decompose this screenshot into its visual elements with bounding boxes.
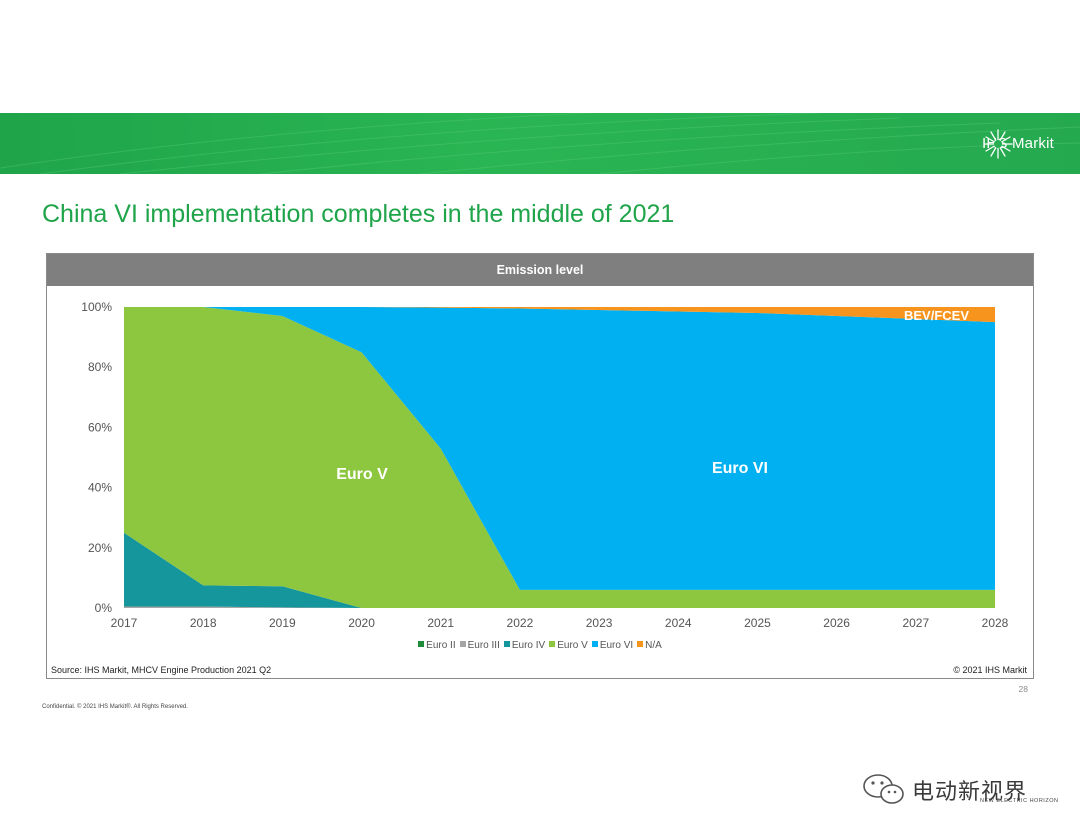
watermark-text: 电动新视界 bbox=[912, 779, 1028, 804]
watermark-subtext: NEW ELECTRIC HORIZON bbox=[980, 798, 1059, 804]
y-tick-label: 80% bbox=[88, 360, 112, 374]
area-euro-iv bbox=[124, 532, 995, 608]
y-tick-label: 20% bbox=[88, 541, 112, 555]
ihs-markit-logo: IHS Markit bbox=[982, 128, 1054, 159]
legend-swatch bbox=[459, 641, 466, 648]
legend-swatch bbox=[418, 641, 425, 648]
legend-item: Euro VI bbox=[591, 640, 634, 651]
annotation-euro-v: Euro V bbox=[336, 466, 388, 483]
x-tick-label: 2020 bbox=[348, 616, 375, 630]
legend-item: Euro IV bbox=[503, 640, 546, 651]
chart-panel: Emission level 0% 20% 40% 60% 80% 100% 2017 201… bbox=[46, 253, 1034, 679]
page-number: 28 bbox=[1018, 684, 1028, 694]
header-banner: IHS Markit bbox=[0, 113, 1080, 174]
page-title: China VI implementation completes in the… bbox=[42, 200, 675, 228]
area-euro-vi bbox=[124, 307, 995, 590]
watermark: 电动新视界 NEW ELECTRIC HORIZON bbox=[860, 760, 1070, 820]
legend-swatch bbox=[591, 641, 598, 648]
chart-copyright: © 2021 IHS Markit bbox=[953, 665, 1027, 675]
emission-area-chart: 0% 20% 40% 60% 80% 100% 2017 2018 2019 2020 2021 20… bbox=[81, 300, 1009, 630]
x-tick-label: 2024 bbox=[665, 616, 692, 630]
legend-label: Euro II bbox=[426, 640, 456, 651]
wechat-icon bbox=[863, 774, 904, 804]
starburst-icon bbox=[983, 129, 1013, 159]
x-tick-label: 2027 bbox=[902, 616, 929, 630]
x-tick-label: 2021 bbox=[427, 616, 454, 630]
annotation-bev-fcev: BEV/FCEV bbox=[904, 308, 969, 323]
legend-label: Euro VI bbox=[599, 640, 634, 651]
area-euro-v bbox=[124, 307, 995, 608]
banner-pattern bbox=[0, 113, 1080, 174]
x-tick-label: 2019 bbox=[269, 616, 296, 630]
area-n-a bbox=[124, 307, 995, 323]
legend-item: Euro III bbox=[459, 640, 500, 651]
chart-header: Emission level bbox=[47, 254, 1033, 286]
area-euro-iii bbox=[124, 606, 995, 608]
legend-item: N/A bbox=[637, 640, 662, 651]
legend-swatch bbox=[637, 641, 644, 648]
legend-label: Euro IV bbox=[511, 640, 546, 651]
legend-item: Euro II bbox=[418, 640, 456, 651]
x-tick-label: 2022 bbox=[507, 616, 534, 630]
x-tick-label: 2028 bbox=[982, 616, 1009, 630]
x-tick-label: 2025 bbox=[744, 616, 771, 630]
legend-swatch bbox=[549, 641, 556, 648]
x-tick-label: 2026 bbox=[823, 616, 850, 630]
legend-item: Euro V bbox=[549, 640, 588, 651]
legend-label: N/A bbox=[645, 640, 662, 651]
x-tick-label: 2018 bbox=[190, 616, 217, 630]
y-tick-label: 40% bbox=[88, 481, 112, 495]
legend-swatch bbox=[503, 641, 510, 648]
chart-source: Source: IHS Markit, MHCV Engine Producti… bbox=[51, 665, 272, 675]
legend-label: Euro III bbox=[467, 640, 500, 651]
y-tick-label: 60% bbox=[88, 420, 112, 434]
annotation-euro-vi: Euro VI bbox=[712, 460, 768, 477]
confidential-notice: Confidential. © 2021 IHS Markit®. All Ri… bbox=[42, 704, 188, 710]
x-tick-label: 2023 bbox=[586, 616, 613, 630]
y-tick-label: 0% bbox=[95, 601, 113, 615]
y-tick-label: 100% bbox=[81, 300, 112, 314]
legend-label: Euro V bbox=[557, 640, 588, 651]
x-tick-label: 2017 bbox=[111, 616, 138, 630]
chart-legend: Euro II Euro III Euro IV Euro V Euro VI N/A bbox=[47, 640, 1033, 651]
